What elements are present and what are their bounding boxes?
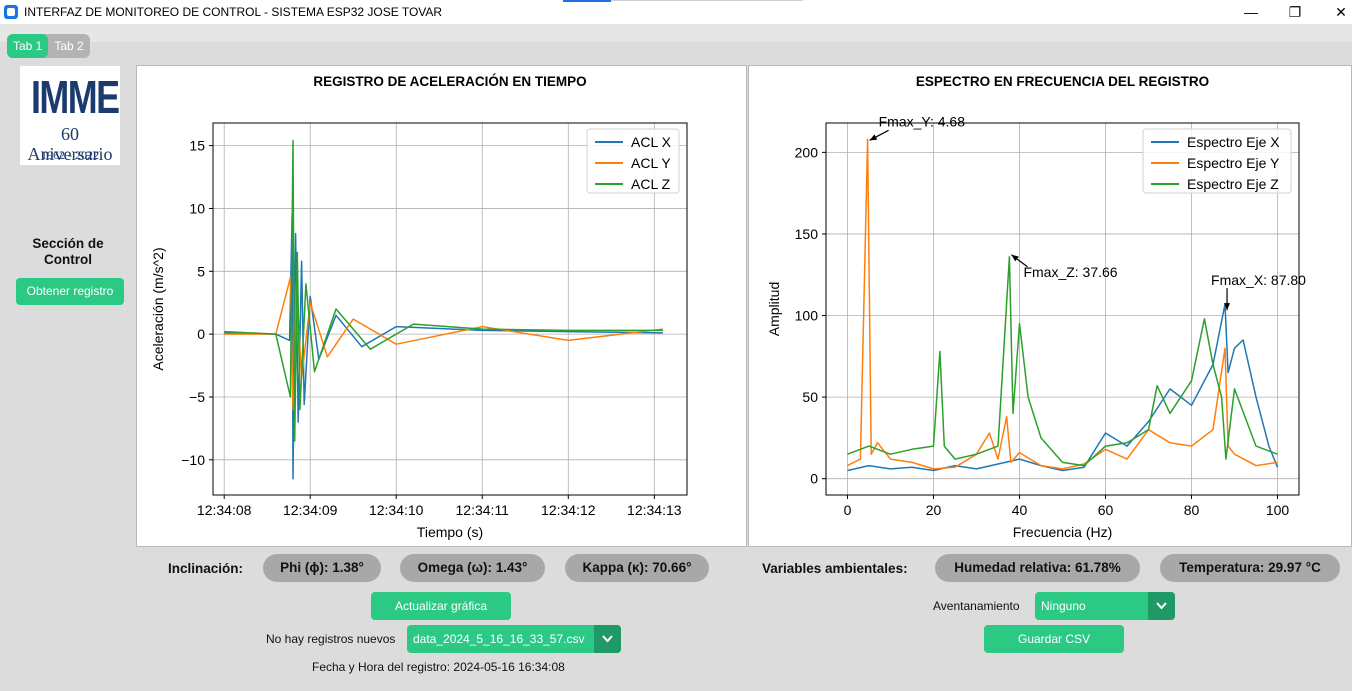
x-tick-label: 20: [926, 502, 942, 518]
annotation-arrow-head: [869, 134, 878, 141]
x-axis-label: Frecuencia (Hz): [1013, 524, 1113, 540]
tab-bar: Tab 1 Tab 2: [7, 34, 90, 58]
file-select-value: data_2024_5_16_16_33_57.csv: [413, 632, 585, 646]
legend-label-1: Espectro Eje X: [1187, 134, 1280, 150]
chevron-down-icon[interactable]: [1148, 592, 1175, 620]
plot-area-frame: [825, 122, 1300, 496]
x-tick-label: 12:34:09: [283, 502, 338, 518]
x-tick-label: 12:34:10: [369, 502, 424, 518]
y-tick-label: 5: [197, 263, 205, 279]
y-tick-label: 50: [802, 389, 818, 405]
y-tick-label: −10: [181, 452, 205, 468]
freq-chart: ESPECTRO EN FRECUENCIA DEL REGISTRO 0 20 40…: [766, 74, 1306, 540]
env-label: Variables ambientales:: [762, 561, 908, 576]
chart-title: REGISTRO DE ACELERACIÓN EN TIEMPO: [313, 74, 586, 89]
y-tick-label: −5: [189, 389, 205, 405]
series-line-2: [224, 276, 663, 411]
phi-badge: Phi (ϕ): 1.38°: [263, 554, 381, 582]
kappa-badge: Kappa (κ): 70.66°: [565, 554, 709, 582]
chevron-down-icon[interactable]: [594, 625, 621, 653]
title-bar: INTERFAZ DE MONITOREO DE CONTROL - SISTE…: [0, 0, 1352, 24]
plot-area-frame: [212, 122, 688, 496]
humidity-badge: Humedad relativa: 61.78%: [935, 554, 1140, 582]
annotation-arrow-head: [1011, 254, 1019, 262]
x-tick-label: 100: [1266, 502, 1290, 518]
tab-1[interactable]: Tab 1: [7, 34, 49, 58]
series-line-3: [847, 256, 1278, 467]
x-tick-label: 12:34:08: [197, 502, 252, 518]
logo-sub-text: 60 Aniversario: [27, 124, 113, 164]
window-title: INTERFAZ DE MONITOREO DE CONTROL - SISTE…: [24, 5, 443, 19]
window-label: Aventanamiento: [933, 599, 1020, 613]
tab-strip-background: [0, 24, 1352, 42]
no-records-label: No hay registros nuevos: [266, 632, 396, 646]
save-csv-button[interactable]: Guardar CSV: [984, 625, 1124, 653]
y-axis-label: Amplitud: [766, 282, 782, 336]
legend-box: [586, 128, 680, 194]
series-line-2: [847, 138, 1278, 470]
imme-logo: IMME 60 Aniversario 1962 - 2022: [20, 66, 120, 165]
y-tick-label: 10: [189, 200, 205, 216]
x-tick-label: 0: [844, 502, 852, 518]
y-tick-label: 15: [189, 138, 205, 154]
time-chart-panel: REGISTRO DE ACELERACIÓN EN TIEMPO 12:34:0…: [136, 65, 747, 547]
x-tick-label: 60: [1098, 502, 1114, 518]
x-axis-label: Tiempo (s): [417, 524, 483, 540]
x-tick-label: 12:34:12: [541, 502, 596, 518]
window-select-value: Ninguno: [1041, 599, 1086, 613]
y-tick-label: 100: [795, 308, 819, 324]
taskbar-indicator: [563, 0, 611, 2]
close-button[interactable]: ✕: [1335, 4, 1347, 20]
x-tick-label: 80: [1184, 502, 1200, 518]
x-tick-label: 12:34:11: [456, 502, 510, 518]
minimize-button[interactable]: —: [1244, 4, 1258, 20]
legend-label-3: Espectro Eje Z: [1187, 176, 1279, 192]
legend-box: [1142, 128, 1292, 194]
taskbar-divider: [611, 0, 803, 1]
y-tick-label: 0: [197, 326, 205, 342]
freq-chart-panel: ESPECTRO EN FRECUENCIA DEL REGISTRO 0 20 40…: [748, 65, 1352, 547]
annotation-arrow-head: [1224, 303, 1231, 311]
y-tick-label: 150: [795, 226, 819, 242]
file-select[interactable]: data_2024_5_16_16_33_57.csv: [407, 625, 621, 653]
control-section-title: Sección de Control: [32, 236, 104, 267]
maximize-button[interactable]: ❐: [1288, 4, 1302, 20]
x-tick-label: 12:34:13: [627, 502, 682, 518]
update-chart-button[interactable]: Actualizar gráfica: [371, 592, 511, 620]
chart-title: ESPECTRO EN FRECUENCIA DEL REGISTRO: [916, 74, 1209, 89]
x-tick-label: 40: [1012, 502, 1028, 518]
window-select[interactable]: Ninguno: [1035, 592, 1175, 620]
app-icon: [4, 5, 18, 19]
tab-2[interactable]: Tab 2: [54, 39, 84, 53]
logo-years-text: 1962 - 2022: [41, 148, 99, 162]
annotation-label: Fmax_Y: 4.68: [879, 113, 966, 129]
legend-label-2: ACL Y: [631, 155, 671, 171]
record-datetime: Fecha y Hora del registro: 2024-05-16 16…: [312, 660, 565, 674]
y-axis-label: Aceleración (m/s^2): [150, 247, 166, 370]
annotation-label: Fmax_X: 87.80: [1211, 272, 1306, 288]
series-line-3: [224, 139, 663, 442]
temperature-badge: Temperatura: 29.97 °C: [1160, 554, 1340, 582]
time-chart: REGISTRO DE ACELERACIÓN EN TIEMPO 12:34:0…: [150, 74, 688, 540]
series-line-1: [847, 303, 1279, 472]
series-line-1: [224, 213, 663, 480]
logo-main-text: IMME: [31, 71, 120, 123]
inclination-label: Inclinación:: [168, 561, 244, 576]
get-record-button[interactable]: Obtener registro: [16, 278, 124, 305]
legend-label-3: ACL Z: [631, 176, 671, 192]
y-tick-label: 0: [810, 471, 818, 487]
legend-label-2: Espectro Eje Y: [1187, 155, 1280, 171]
y-tick-label: 200: [795, 144, 819, 160]
annotation-label: Fmax_Z: 37.66: [1023, 264, 1117, 280]
omega-badge: Omega (ω): 1.43°: [400, 554, 545, 582]
legend-label-1: ACL X: [631, 134, 672, 150]
